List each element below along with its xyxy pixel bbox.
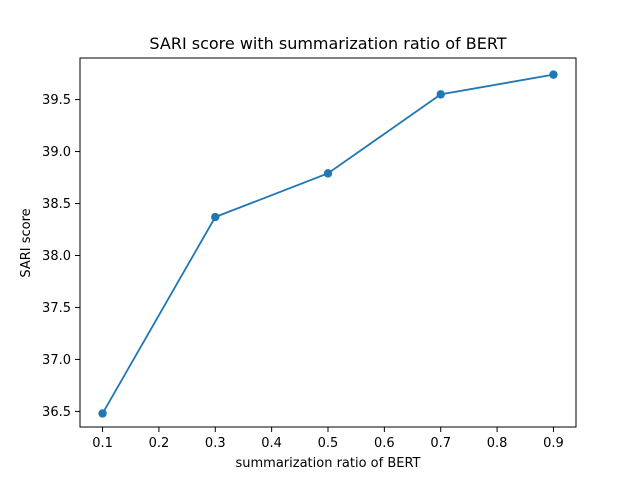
chart-title: SARI score with summarization ratio of B… xyxy=(149,34,506,53)
y-tick-label: 36.5 xyxy=(42,405,71,420)
y-tick-label: 39.5 xyxy=(42,93,71,108)
y-tick-label: 37.5 xyxy=(42,301,71,316)
y-axis-label: SARI score xyxy=(19,208,34,277)
y-tick-label: 38.5 xyxy=(42,197,71,212)
x-tick-label: 0.7 xyxy=(430,436,451,451)
data-point xyxy=(323,169,333,178)
y-tick-label: 37.0 xyxy=(42,353,71,368)
data-point xyxy=(211,212,220,222)
y-axis: 36.5 37.0 37.5 38.0 38.5 39.0 39.5 xyxy=(42,93,80,420)
y-tick-label: 39.0 xyxy=(42,145,71,160)
y-tick-label: 38.0 xyxy=(42,249,71,264)
plot-area xyxy=(79,57,577,428)
x-tick-label: 0.8 xyxy=(487,436,508,451)
x-tick-label: 0.5 xyxy=(318,436,339,451)
x-tick-label: 0.4 xyxy=(261,436,282,451)
x-tick-label: 0.9 xyxy=(543,436,564,451)
series-line xyxy=(101,73,554,414)
data-point xyxy=(98,409,107,418)
x-axis-label: summarization ratio of BERT xyxy=(235,456,420,471)
data-point xyxy=(549,70,558,79)
x-tick-label: 0.2 xyxy=(149,436,170,451)
x-tick-label: 0.6 xyxy=(374,436,395,451)
x-tick-label: 0.3 xyxy=(205,436,226,451)
plot-frame xyxy=(79,57,577,428)
x-axis: 0.1 0.2 0.3 0.4 0.5 0.6 0.7 0.8 0.9 xyxy=(92,427,564,451)
x-tick-label: 0.1 xyxy=(92,436,113,451)
data-point xyxy=(436,90,445,99)
